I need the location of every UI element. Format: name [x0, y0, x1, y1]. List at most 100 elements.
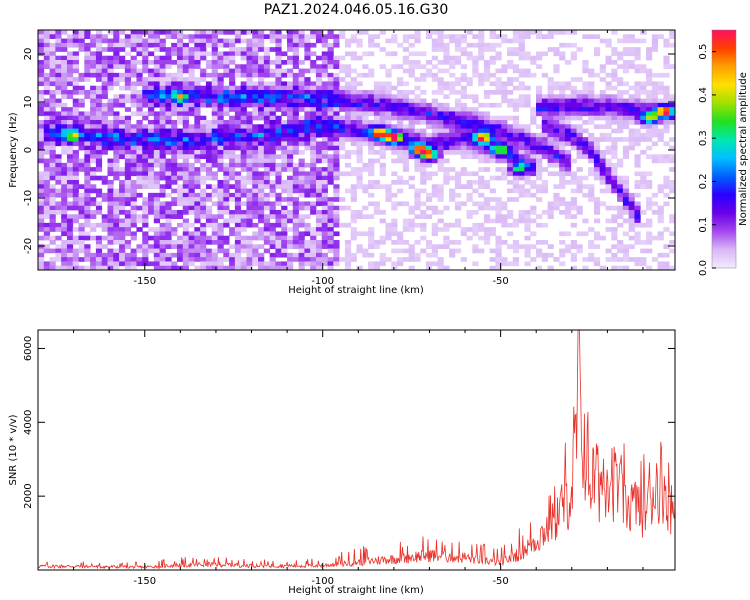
heatmap-cell: [194, 38, 201, 44]
heatmap-cell: [153, 154, 161, 159]
heatmap-cell: [344, 72, 352, 78]
heatmap-cell: [408, 218, 415, 224]
heatmap-cell: [605, 180, 612, 185]
heatmap-cell: [339, 30, 346, 35]
heatmap-cell: [524, 248, 531, 254]
heatmap-cell: [443, 42, 450, 48]
heatmap-cell: [211, 184, 218, 189]
heatmap-cell: [101, 227, 108, 232]
heatmap-cell: [281, 150, 288, 155]
heatmap-cell: [344, 124, 352, 129]
heatmap-cell: [605, 120, 612, 125]
heatmap-cell: [599, 188, 606, 194]
heatmap-cell: [153, 34, 161, 39]
heatmap-cell: [142, 252, 149, 258]
heatmap-cell: [223, 94, 230, 99]
heatmap-cell: [153, 77, 161, 82]
heatmap-cell: [402, 162, 410, 168]
heatmap-cell: [159, 120, 166, 125]
heatmap-cell: [530, 171, 537, 177]
heatmap-cell: [217, 60, 224, 65]
heatmap-cell: [350, 111, 357, 117]
heatmap-cell: [501, 150, 508, 155]
heatmap-cell: [72, 240, 79, 245]
heatmap-cell: [397, 240, 404, 245]
heatmap-cell: [258, 111, 265, 117]
heatmap-cell: [536, 154, 543, 159]
heatmap-cell: [38, 192, 45, 198]
heatmap-cell: [443, 124, 450, 129]
heatmap-cell: [402, 132, 410, 138]
heatmap-cell: [66, 235, 74, 241]
heatmap-cell: [437, 42, 444, 48]
heatmap-cell: [49, 240, 56, 245]
heatmap-cell: [310, 132, 317, 138]
heatmap-cell: [599, 111, 606, 117]
heatmap-cell: [95, 175, 103, 181]
heatmap-cell: [194, 111, 201, 117]
heatmap-cell: [84, 141, 91, 147]
heatmap-cell: [263, 261, 271, 267]
heatmap-cell: [153, 42, 161, 48]
heatmap-cell: [136, 261, 143, 267]
heatmap-cell: [194, 34, 201, 39]
heatmap-cell: [240, 192, 247, 198]
heatmap-cell: [252, 60, 259, 65]
heatmap-cell: [460, 120, 467, 125]
heatmap-cell: [171, 240, 178, 245]
heatmap-cell: [165, 30, 172, 35]
heatmap-cell: [339, 145, 346, 151]
heatmap-cell: [292, 38, 299, 44]
heatmap-cell: [414, 167, 421, 172]
heatmap-cell: [252, 115, 259, 121]
heatmap-cell: [460, 145, 467, 151]
heatmap-cell: [408, 60, 415, 65]
heatmap-cell: [84, 77, 91, 82]
heatmap-cell: [541, 107, 548, 112]
heatmap-cell: [113, 252, 120, 258]
heatmap-cell: [269, 68, 276, 74]
heatmap-cell: [107, 227, 114, 232]
heatmap-cell: [472, 201, 479, 207]
heatmap-cell: [234, 162, 242, 168]
heatmap-cell: [344, 265, 352, 270]
heatmap-cell: [234, 154, 242, 159]
heatmap-cell: [663, 55, 670, 61]
heatmap-cell: [78, 72, 85, 78]
heatmap-cell: [275, 128, 282, 134]
heatmap-cell: [628, 102, 635, 108]
heatmap-cell: [408, 137, 415, 142]
heatmap-cell: [518, 38, 525, 44]
heatmap-cell: [385, 231, 392, 237]
heatmap-cell: [229, 60, 236, 65]
heatmap-cell: [339, 132, 346, 138]
heatmap-cell: [269, 171, 276, 177]
heatmap-cell: [49, 248, 56, 254]
heatmap-cell: [628, 60, 635, 65]
heatmap-cell: [188, 240, 195, 245]
heatmap-cell: [507, 261, 514, 267]
heatmap-cell: [321, 145, 328, 151]
heatmap-cell: [287, 244, 294, 249]
heatmap-cell: [466, 107, 473, 112]
heatmap-cell: [252, 235, 259, 241]
heatmap-cell: [310, 261, 317, 267]
heatmap-cell: [524, 132, 531, 138]
heatmap-cell: [240, 150, 247, 155]
heatmap-cell: [113, 137, 120, 142]
heatmap-cell: [200, 214, 207, 219]
heatmap-cell: [622, 102, 630, 108]
heatmap-cell: [663, 261, 670, 267]
heatmap-cell: [38, 214, 45, 219]
heatmap-cell: [350, 184, 357, 189]
heatmap-cell: [130, 137, 137, 142]
heatmap-cell: [495, 85, 502, 91]
heatmap-cell: [84, 244, 91, 249]
heatmap-cell: [397, 180, 404, 185]
heatmap-cell: [657, 205, 664, 211]
heatmap-cell: [205, 218, 213, 224]
heatmap-cell: [622, 231, 630, 237]
heatmap-cell: [507, 98, 514, 104]
heatmap-cell: [49, 227, 56, 232]
heatmap-cell: [153, 231, 161, 237]
